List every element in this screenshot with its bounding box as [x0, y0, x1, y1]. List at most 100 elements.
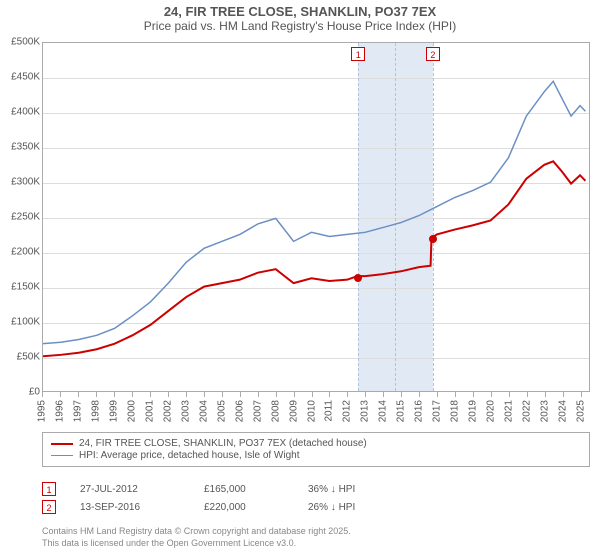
xtick-label: 1998 — [90, 400, 101, 422]
xtick-mark — [294, 392, 295, 397]
xtick-label: 2025 — [576, 400, 587, 422]
sale-number-badge: 1 — [42, 482, 56, 496]
ytick-label: £250K — [0, 212, 40, 223]
xtick-label: 2015 — [396, 400, 407, 422]
xtick-label: 2024 — [558, 400, 569, 422]
xtick-mark — [581, 392, 582, 397]
xtick-label: 2018 — [450, 400, 461, 422]
xtick-mark — [222, 392, 223, 397]
title-address: 24, FIR TREE CLOSE, SHANKLIN, PO37 7EX — [0, 4, 600, 19]
xtick-label: 2003 — [180, 400, 191, 422]
xtick-mark — [545, 392, 546, 397]
ytick-label: £450K — [0, 72, 40, 83]
chart-plot-area: 12 — [42, 42, 590, 392]
ytick-label: £300K — [0, 177, 40, 188]
xtick-label: 1996 — [54, 400, 65, 422]
xtick-label: 2006 — [234, 400, 245, 422]
sale-number-badge: 2 — [42, 500, 56, 514]
sale-date: 27-JUL-2012 — [80, 484, 180, 495]
legend-item: 24, FIR TREE CLOSE, SHANKLIN, PO37 7EX (… — [51, 438, 581, 449]
sale-hpi-diff: 36% ↓ HPI — [308, 484, 408, 495]
xtick-label: 1997 — [72, 400, 83, 422]
xtick-label: 2011 — [324, 400, 335, 422]
sale-price: £165,000 — [204, 484, 284, 495]
xtick-mark — [186, 392, 187, 397]
sale-price: £220,000 — [204, 502, 284, 513]
xtick-label: 2001 — [144, 400, 155, 422]
xtick-label: 2020 — [486, 400, 497, 422]
xtick-mark — [312, 392, 313, 397]
xtick-label: 2017 — [432, 400, 443, 422]
xtick-mark — [276, 392, 277, 397]
legend-swatch — [51, 443, 73, 445]
xtick-mark — [473, 392, 474, 397]
ytick-label: £50K — [0, 352, 40, 363]
xtick-mark — [42, 392, 43, 397]
xtick-mark — [60, 392, 61, 397]
xtick-mark — [491, 392, 492, 397]
xtick-label: 2014 — [378, 400, 389, 422]
xtick-label: 2013 — [360, 400, 371, 422]
xtick-label: 2000 — [126, 400, 137, 422]
series-line-price_paid — [43, 161, 585, 356]
chart-lines-svg — [43, 43, 589, 391]
xtick-label: 2008 — [270, 400, 281, 422]
sale-marker-2: 2 — [426, 47, 440, 61]
sale-marker-1: 1 — [351, 47, 365, 61]
xtick-mark — [240, 392, 241, 397]
xtick-label: 2021 — [504, 400, 515, 422]
title-block: 24, FIR TREE CLOSE, SHANKLIN, PO37 7EX P… — [0, 0, 600, 35]
xtick-mark — [419, 392, 420, 397]
xtick-mark — [383, 392, 384, 397]
sale-hpi-diff: 26% ↓ HPI — [308, 502, 408, 513]
xtick-label: 2009 — [288, 400, 299, 422]
sale-dot-1 — [354, 274, 362, 282]
footer-line1: Contains HM Land Registry data © Crown c… — [42, 526, 590, 538]
xtick-label: 1999 — [108, 400, 119, 422]
ytick-label: £0 — [0, 387, 40, 398]
legend-label: 24, FIR TREE CLOSE, SHANKLIN, PO37 7EX (… — [79, 438, 367, 449]
series-line-hpi — [43, 81, 585, 343]
ytick-label: £100K — [0, 317, 40, 328]
xtick-mark — [114, 392, 115, 397]
legend-box: 24, FIR TREE CLOSE, SHANKLIN, PO37 7EX (… — [42, 432, 590, 467]
xtick-label: 2007 — [252, 400, 263, 422]
xtick-label: 2005 — [216, 400, 227, 422]
ytick-label: £350K — [0, 142, 40, 153]
chart-container: 24, FIR TREE CLOSE, SHANKLIN, PO37 7EX P… — [0, 0, 600, 560]
xtick-mark — [437, 392, 438, 397]
xtick-label: 2016 — [414, 400, 425, 422]
footer-line2: This data is licensed under the Open Gov… — [42, 538, 590, 550]
xtick-mark — [204, 392, 205, 397]
xtick-label: 2004 — [198, 400, 209, 422]
legend-item: HPI: Average price, detached house, Isle… — [51, 450, 581, 461]
ytick-label: £400K — [0, 107, 40, 118]
xtick-mark — [96, 392, 97, 397]
xtick-mark — [509, 392, 510, 397]
xtick-mark — [455, 392, 456, 397]
xtick-mark — [78, 392, 79, 397]
ytick-label: £150K — [0, 282, 40, 293]
title-subtitle: Price paid vs. HM Land Registry's House … — [0, 19, 600, 33]
xtick-mark — [132, 392, 133, 397]
sale-row: 2 13-SEP-2016 £220,000 26% ↓ HPI — [42, 500, 590, 514]
xtick-label: 2023 — [540, 400, 551, 422]
xtick-label: 2002 — [162, 400, 173, 422]
sale-dot-2 — [429, 235, 437, 243]
xtick-mark — [347, 392, 348, 397]
xtick-mark — [168, 392, 169, 397]
xtick-label: 2012 — [342, 400, 353, 422]
sales-table: 1 27-JUL-2012 £165,000 36% ↓ HPI 2 13-SEP-201… — [42, 478, 590, 518]
xtick-mark — [527, 392, 528, 397]
legend-label: HPI: Average price, detached house, Isle… — [79, 450, 300, 461]
ytick-label: £500K — [0, 37, 40, 48]
ytick-label: £200K — [0, 247, 40, 258]
xtick-mark — [329, 392, 330, 397]
footer-attribution: Contains HM Land Registry data © Crown c… — [42, 526, 590, 549]
xtick-label: 2022 — [522, 400, 533, 422]
legend-swatch — [51, 455, 73, 457]
xtick-mark — [150, 392, 151, 397]
sale-date: 13-SEP-2016 — [80, 502, 180, 513]
xtick-mark — [401, 392, 402, 397]
xtick-mark — [258, 392, 259, 397]
